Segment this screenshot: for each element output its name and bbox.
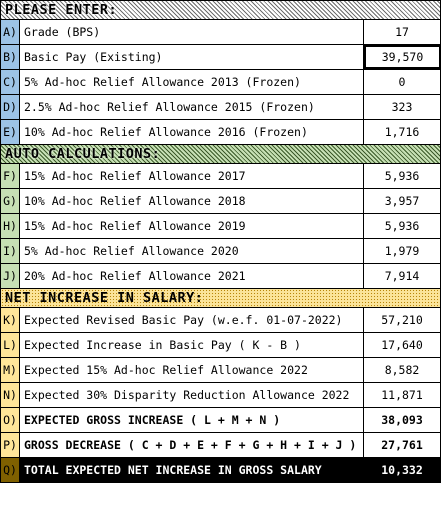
row-value: 10,332 <box>364 458 441 482</box>
row-gross-decrease: P) GROSS DECREASE ( C + D + E + F + G + … <box>1 433 441 458</box>
row-label: 10% Ad-hoc Relief Allowance 2018 <box>20 189 364 213</box>
row-label: 5% Ad-hoc Relief Allowance 2013 (Frozen) <box>20 70 364 94</box>
section-header-auto-calculations: AUTO CALCULATIONS: <box>1 145 441 164</box>
row-grade: A) Grade (BPS) 17 <box>1 20 441 45</box>
row-revised-basic-pay: K) Expected Revised Basic Pay (w.e.f. 01… <box>1 308 441 333</box>
row-letter: K) <box>1 308 20 332</box>
row-letter: N) <box>1 383 20 407</box>
row-label: Grade (BPS) <box>20 20 364 44</box>
row-letter: M) <box>1 358 20 382</box>
row-adhoc-2017: F) 15% Ad-hoc Relief Allowance 2017 5,93… <box>1 164 441 189</box>
row-label: 2.5% Ad-hoc Relief Allowance 2015 (Froze… <box>20 95 364 119</box>
row-value: 5,936 <box>364 164 441 188</box>
salary-calculator-sheet: PLEASE ENTER: A) Grade (BPS) 17 B) Basic… <box>0 0 441 483</box>
row-disparity-allowance: N) Expected 30% Disparity Reduction Allo… <box>1 383 441 408</box>
row-letter: E) <box>1 120 20 144</box>
row-value: 5,936 <box>364 214 441 238</box>
row-letter: O) <box>1 408 20 432</box>
row-label: 10% Ad-hoc Relief Allowance 2016 (Frozen… <box>20 120 364 144</box>
row-label: 15% Ad-hoc Relief Allowance 2019 <box>20 214 364 238</box>
row-value: 38,093 <box>364 408 441 432</box>
row-label: Expected 15% Ad-hoc Relief Allowance 202… <box>20 358 364 382</box>
row-label: GROSS DECREASE ( C + D + E + F + G + H +… <box>20 433 364 457</box>
row-adhoc-2018: G) 10% Ad-hoc Relief Allowance 2018 3,95… <box>1 189 441 214</box>
row-adhoc-2022: M) Expected 15% Ad-hoc Relief Allowance … <box>1 358 441 383</box>
row-value: 11,871 <box>364 383 441 407</box>
grade-input-cell[interactable]: 17 <box>364 20 441 44</box>
basic-pay-input-cell[interactable]: 39,570 <box>364 45 441 69</box>
row-label: EXPECTED GROSS INCREASE ( L + M + N ) <box>20 408 364 432</box>
row-letter: C) <box>1 70 20 94</box>
row-gross-increase: O) EXPECTED GROSS INCREASE ( L + M + N )… <box>1 408 441 433</box>
row-adhoc-2015: D) 2.5% Ad-hoc Relief Allowance 2015 (Fr… <box>1 95 441 120</box>
row-letter: G) <box>1 189 20 213</box>
row-label: Expected 30% Disparity Reduction Allowan… <box>20 383 364 407</box>
row-label: 20% Ad-hoc Relief Allowance 2021 <box>20 264 364 288</box>
row-value: 27,761 <box>364 433 441 457</box>
row-letter: J) <box>1 264 20 288</box>
row-label: TOTAL EXPECTED NET INCREASE IN GROSS SAL… <box>20 458 364 482</box>
row-letter: B) <box>1 45 20 69</box>
adhoc-2013-input-cell[interactable]: 0 <box>364 70 441 94</box>
row-value: 17,640 <box>364 333 441 357</box>
row-letter: D) <box>1 95 20 119</box>
row-letter: A) <box>1 20 20 44</box>
row-adhoc-2021: J) 20% Ad-hoc Relief Allowance 2021 7,91… <box>1 264 441 289</box>
adhoc-2016-input-cell[interactable]: 1,716 <box>364 120 441 144</box>
section-header-net-increase: NET INCREASE IN SALARY: <box>1 289 441 308</box>
row-label: Basic Pay (Existing) <box>20 45 364 69</box>
row-value: 3,957 <box>364 189 441 213</box>
section-header-please-enter: PLEASE ENTER: <box>1 1 441 20</box>
row-letter: H) <box>1 214 20 238</box>
row-value: 1,979 <box>364 239 441 263</box>
row-basic-pay: B) Basic Pay (Existing) 39,570 <box>1 45 441 70</box>
row-letter: Q) <box>1 458 20 482</box>
row-net-increase-total: Q) TOTAL EXPECTED NET INCREASE IN GROSS … <box>1 458 441 483</box>
row-label: 5% Ad-hoc Relief Allowance 2020 <box>20 239 364 263</box>
row-adhoc-2019: H) 15% Ad-hoc Relief Allowance 2019 5,93… <box>1 214 441 239</box>
row-letter: I) <box>1 239 20 263</box>
row-label: 15% Ad-hoc Relief Allowance 2017 <box>20 164 364 188</box>
row-value: 7,914 <box>364 264 441 288</box>
row-adhoc-2016: E) 10% Ad-hoc Relief Allowance 2016 (Fro… <box>1 120 441 145</box>
row-adhoc-2020: I) 5% Ad-hoc Relief Allowance 2020 1,979 <box>1 239 441 264</box>
row-letter: F) <box>1 164 20 188</box>
row-letter: L) <box>1 333 20 357</box>
row-adhoc-2013: C) 5% Ad-hoc Relief Allowance 2013 (Froz… <box>1 70 441 95</box>
row-letter: P) <box>1 433 20 457</box>
row-value: 57,210 <box>364 308 441 332</box>
row-value: 8,582 <box>364 358 441 382</box>
row-label: Expected Revised Basic Pay (w.e.f. 01-07… <box>20 308 364 332</box>
adhoc-2015-input-cell[interactable]: 323 <box>364 95 441 119</box>
row-label: Expected Increase in Basic Pay ( K - B ) <box>20 333 364 357</box>
row-increase-basic-pay: L) Expected Increase in Basic Pay ( K - … <box>1 333 441 358</box>
